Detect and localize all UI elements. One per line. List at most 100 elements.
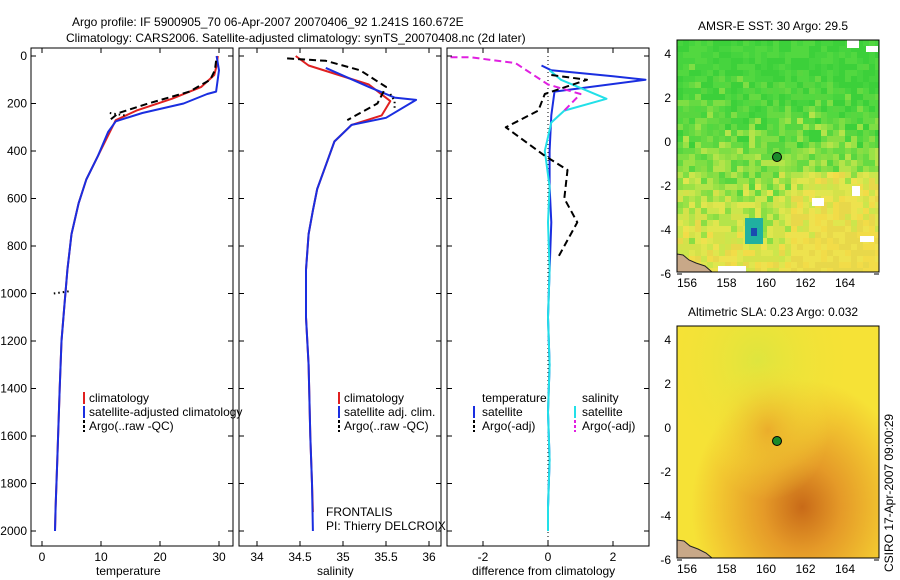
sst-cell xyxy=(863,214,869,220)
sst-cell xyxy=(713,52,719,58)
sst-cell xyxy=(695,124,701,130)
sst-cell xyxy=(845,190,851,196)
sst-cell xyxy=(683,244,689,250)
sst-cell xyxy=(749,202,755,208)
sst-cell xyxy=(785,178,791,184)
sst-cell xyxy=(851,250,857,256)
sst-cell xyxy=(761,64,767,70)
sst-cell xyxy=(737,118,743,124)
sst-cell xyxy=(845,232,851,238)
sst-cell xyxy=(731,262,737,268)
sst-cell xyxy=(761,196,767,202)
sst-cell xyxy=(875,82,879,88)
sst-cell xyxy=(677,46,683,52)
sst-cell xyxy=(713,70,719,76)
sst-cell xyxy=(839,82,845,88)
sst-cell xyxy=(701,148,707,154)
sst-cell xyxy=(857,220,863,226)
sst-cell xyxy=(761,40,767,46)
sst-cell xyxy=(815,190,821,196)
sst-cell xyxy=(833,82,839,88)
sst-cell xyxy=(869,106,875,112)
sst-cell xyxy=(773,202,779,208)
sst-cell xyxy=(677,232,683,238)
sst-cell xyxy=(749,148,755,154)
sst-cell xyxy=(839,112,845,118)
sst-cell xyxy=(815,46,821,52)
sst-cell xyxy=(755,166,761,172)
sst-cell xyxy=(755,160,761,166)
sst-cell xyxy=(713,130,719,136)
sst-cell xyxy=(719,130,725,136)
sst-cell xyxy=(761,88,767,94)
sst-cell xyxy=(689,94,695,100)
sst-cell xyxy=(779,172,785,178)
sst-cell xyxy=(719,208,725,214)
x-tick-label: 10 xyxy=(94,550,108,564)
sst-cell xyxy=(713,166,719,172)
sst-cell xyxy=(737,46,743,52)
sst-cell xyxy=(719,76,725,82)
sst-cell xyxy=(707,154,713,160)
sst-cell xyxy=(689,196,695,202)
sst-cell xyxy=(737,232,743,238)
sst-cell xyxy=(707,172,713,178)
sst-cell xyxy=(845,82,851,88)
sst-cell xyxy=(785,46,791,52)
sst-cell xyxy=(815,112,821,118)
sst-cell xyxy=(695,94,701,100)
sst-cell xyxy=(713,268,719,272)
sst-cell xyxy=(857,94,863,100)
sst-cell xyxy=(683,148,689,154)
legend-label-sal-satellite: satellite xyxy=(582,405,623,419)
sst-cell xyxy=(677,244,683,250)
sst-cell xyxy=(839,46,845,52)
sst-cell xyxy=(767,256,773,262)
sst-cell xyxy=(791,268,797,272)
sst-cell xyxy=(833,220,839,226)
legend-label-temp-satellite: satellite xyxy=(482,405,523,419)
sst-cell xyxy=(755,82,761,88)
map-x-tick-label: 156 xyxy=(677,562,697,576)
sst-cell xyxy=(761,202,767,208)
sst-cell xyxy=(827,172,833,178)
x-tick-label: 35 xyxy=(336,550,350,564)
sst-cell xyxy=(683,166,689,172)
sst-cell xyxy=(815,148,821,154)
sst-cell xyxy=(797,40,803,46)
sst-cell xyxy=(857,112,863,118)
map-x-tick-label: 162 xyxy=(795,276,815,290)
sst-cell xyxy=(773,112,779,118)
sst-cell xyxy=(779,184,785,190)
sst-cell xyxy=(677,124,683,130)
sst-cell xyxy=(791,238,797,244)
sst-map-frame xyxy=(676,39,880,273)
sst-cell xyxy=(767,202,773,208)
sst-cell xyxy=(755,244,761,250)
sst-cell xyxy=(707,70,713,76)
sst-cell xyxy=(749,58,755,64)
sst-cell xyxy=(815,154,821,160)
sst-cell xyxy=(803,220,809,226)
sst-cell xyxy=(689,244,695,250)
sst-cell xyxy=(821,154,827,160)
sst-cell xyxy=(827,220,833,226)
sst-cell xyxy=(857,76,863,82)
sst-cell xyxy=(839,250,845,256)
sst-cell xyxy=(689,232,695,238)
sst-cell xyxy=(743,70,749,76)
sst-cell xyxy=(737,262,743,268)
sst-cell xyxy=(767,160,773,166)
sst-cell xyxy=(779,190,785,196)
sst-cell xyxy=(683,220,689,226)
sst-cell xyxy=(743,250,749,256)
sst-cell xyxy=(815,256,821,262)
sst-cell xyxy=(839,268,845,272)
sst-cell xyxy=(857,178,863,184)
map-y-tick-label: 2 xyxy=(664,377,671,391)
sst-cell xyxy=(875,196,879,202)
sst-cell xyxy=(797,64,803,70)
sst-cell xyxy=(863,88,869,94)
sst-cell xyxy=(869,268,875,272)
difference-legend: temperature satellite Argo(-adj) salinit… xyxy=(473,391,635,433)
